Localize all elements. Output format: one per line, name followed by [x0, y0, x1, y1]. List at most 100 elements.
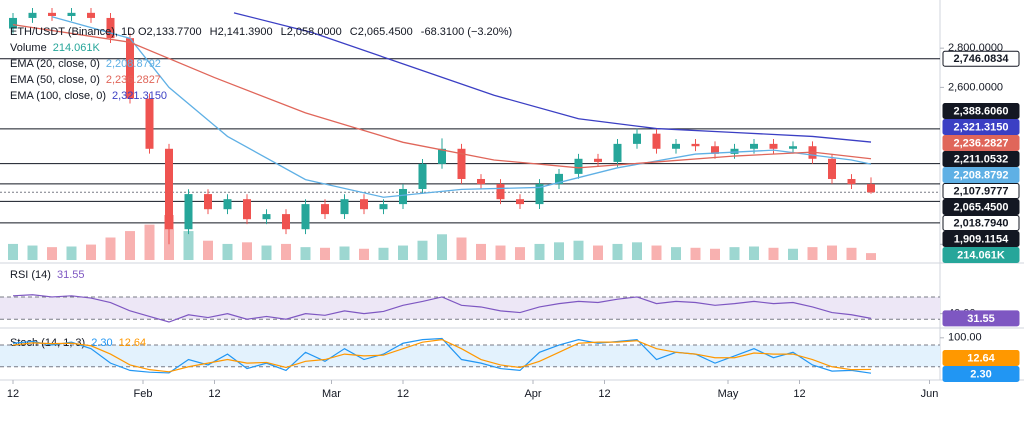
volume-bar — [8, 243, 18, 260]
candle-body — [418, 163, 427, 189]
price-label: 2,065.4500 — [942, 199, 1020, 215]
x-tick-label: May — [718, 388, 739, 400]
price-label-box — [942, 119, 1020, 135]
change-label: -68.3100 (−3.20%) — [421, 26, 512, 38]
candle-body — [204, 194, 212, 210]
x-tick-label: Apr — [524, 388, 541, 400]
ema-line — [51, 16, 872, 198]
volume-bar — [86, 244, 96, 260]
volume-bar — [768, 247, 779, 260]
candle-body — [652, 133, 661, 149]
volume-bar — [749, 246, 759, 260]
price-label-text: 2,065.4500 — [953, 201, 1008, 213]
volume-bar — [651, 245, 662, 260]
volume-bar — [612, 243, 623, 260]
x-tick-label: Jun — [921, 388, 939, 400]
candle-body — [457, 148, 466, 179]
price-label-text: 12.64 — [967, 352, 995, 364]
price-label-text: 2,208.8792 — [953, 169, 1008, 181]
price-label: 12.64 — [942, 350, 1020, 366]
volume-name: Volume — [10, 42, 47, 54]
volume-bar — [27, 245, 38, 260]
volume-bar — [47, 247, 57, 260]
volume-bar — [144, 224, 155, 260]
volume-bar — [866, 253, 876, 260]
volume-bar — [242, 242, 252, 260]
volume-bar — [788, 248, 798, 260]
volume-bar — [495, 245, 506, 260]
volume-bar — [359, 248, 369, 260]
price-label-box — [942, 350, 1020, 366]
volume-bar — [125, 231, 135, 260]
price-label: 2,746.0834 — [942, 50, 1020, 67]
x-tick-label: 12 — [397, 388, 409, 400]
candle-body — [106, 17, 115, 39]
price-label-text: 31.55 — [967, 313, 995, 325]
price-label-text: 214.061K — [957, 249, 1005, 261]
candle-body — [340, 199, 349, 215]
candle-body — [847, 178, 856, 185]
candle-body — [321, 204, 329, 215]
candle-body — [67, 12, 76, 16]
price-label-text: 2,018.7940 — [953, 217, 1008, 229]
indicator-line — [12, 339, 872, 373]
candle-body — [87, 12, 95, 18]
candle-body — [769, 143, 778, 149]
price-label: 2,388.6060 — [942, 103, 1020, 119]
volume-bar — [710, 248, 720, 260]
volume-bar — [593, 245, 603, 260]
price-label: 2,236.2827 — [942, 135, 1020, 151]
x-tick-label: 12 — [208, 388, 220, 400]
price-label-text: 2,236.2827 — [953, 137, 1008, 149]
volume-bar — [456, 237, 467, 260]
volume-bar — [378, 247, 389, 260]
symbol: ETH/USDT (Binance), 1D — [10, 26, 135, 38]
price-label-box — [942, 199, 1020, 215]
price-label: 214.061K — [942, 247, 1020, 263]
price-label-text: 2,107.9777 — [953, 185, 1008, 197]
candle-body — [672, 143, 680, 149]
band-fill — [0, 296, 940, 320]
candle-body — [165, 148, 173, 230]
volume-value: 214.061K — [53, 42, 101, 54]
ohlc-label: H2,141.3900 — [210, 26, 273, 38]
legend-name: EMA (100, close, 0) — [10, 90, 106, 102]
legend-name: EMA (50, close, 0) — [10, 74, 100, 86]
x-tick-label: Mar — [322, 388, 341, 400]
candle-body — [633, 133, 641, 144]
candle-body — [184, 194, 193, 230]
legend-name: EMA (20, close, 0) — [10, 58, 100, 70]
y-tick-label: 2,600.0000 — [948, 81, 1003, 93]
candle-body — [477, 178, 485, 185]
candle-body — [438, 148, 446, 164]
price-label-box — [942, 231, 1020, 247]
legend-value: 2,236.2827 — [106, 74, 161, 86]
candle-body — [360, 199, 368, 210]
price-label-text: 1,909.1154 — [954, 233, 1009, 245]
y-tick-label: 100.00 — [948, 332, 982, 344]
volume-bar — [417, 240, 428, 260]
x-tick-label: 12 — [793, 388, 805, 400]
candle-body — [48, 12, 56, 16]
price-label: 2,018.7940 — [942, 215, 1020, 231]
candle-body — [145, 98, 154, 149]
candle-body — [9, 17, 17, 29]
candle-body — [126, 38, 134, 99]
indicator-line — [12, 294, 872, 323]
candle-body — [594, 158, 602, 162]
candle-body — [691, 143, 700, 147]
candle-body — [789, 146, 797, 149]
candle-body — [535, 184, 544, 205]
candle-body — [496, 184, 505, 200]
volume-bar — [203, 240, 213, 260]
volume-bar — [632, 242, 642, 260]
legend-value: 31.55 — [57, 269, 85, 281]
candle-body — [301, 204, 310, 230]
volume-bar — [807, 247, 818, 260]
volume-bar — [300, 247, 311, 260]
candle-body — [282, 214, 290, 230]
price-label-box — [942, 151, 1020, 167]
ema-line — [12, 23, 872, 169]
indicator-line — [12, 337, 872, 374]
price-label-box — [942, 310, 1020, 327]
